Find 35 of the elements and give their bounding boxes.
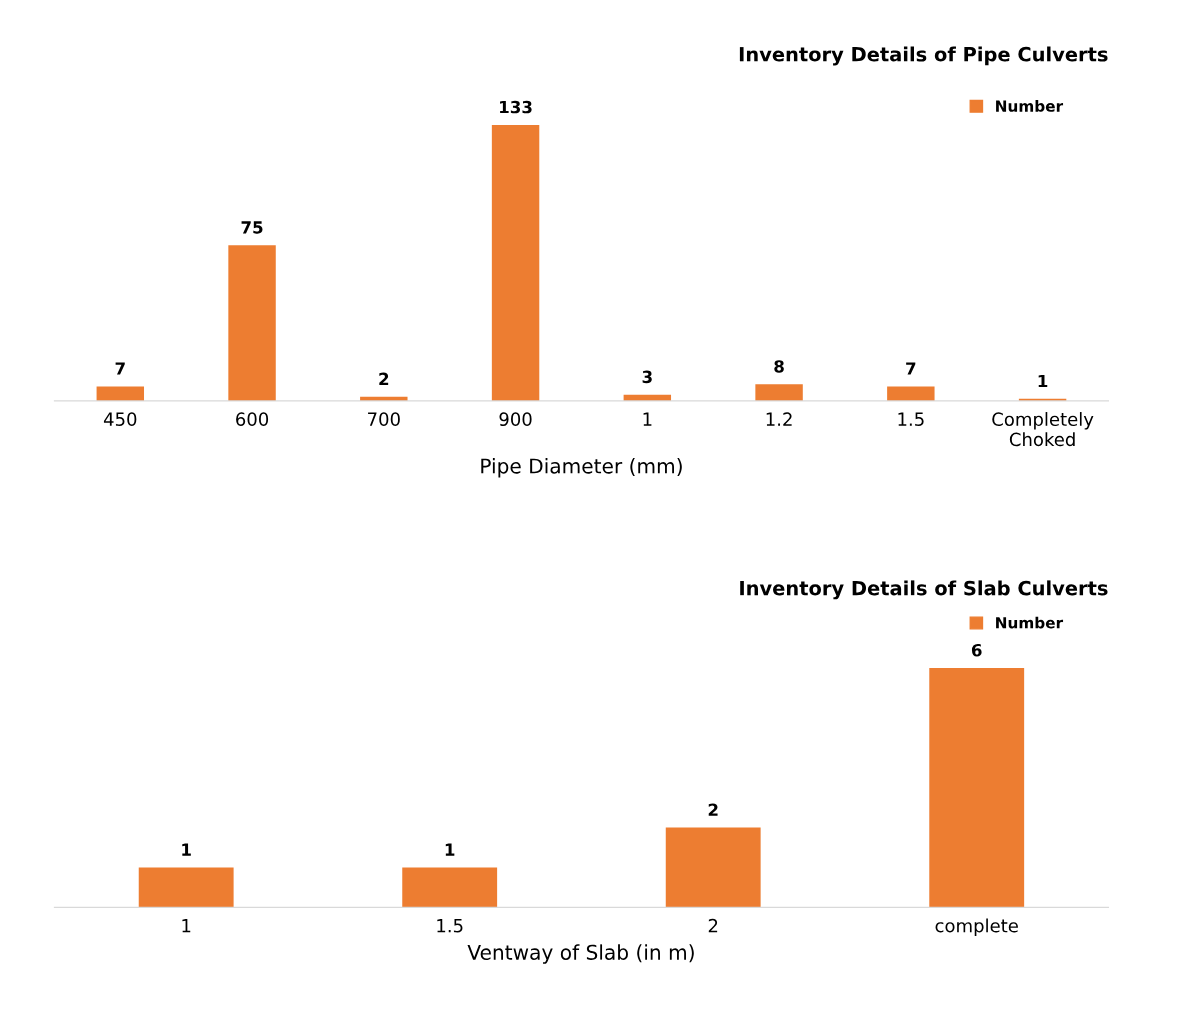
data-label: 2 (379, 372, 389, 385)
x-tick-label: 1.5 (898, 412, 924, 427)
x-tick-label: 1 (182, 919, 191, 933)
x-tick-label: 2 (708, 918, 718, 933)
x-axis-title: Ventway of Slab (in m) (467, 944, 694, 964)
data-label: 7 (115, 362, 125, 375)
data-label: 1 (182, 843, 191, 856)
legend-label: Number (996, 616, 1064, 629)
x-tick-label: 1 (643, 412, 652, 426)
data-label: 7 (906, 362, 916, 375)
x-tick-label: 450 (103, 412, 137, 427)
data-label: 2 (708, 803, 718, 816)
x-tick-label: 600 (236, 412, 269, 427)
x-tick-label: 1.5 (437, 919, 463, 933)
bar (96, 386, 145, 401)
x-tick-label: 900 (499, 412, 532, 427)
x-tick-label: Completely Choked (992, 412, 1094, 447)
chart-title: Inventory Details of Pipe Culverts (739, 46, 1108, 66)
chart-title: Inventory Details of Slab Culverts (740, 580, 1108, 600)
data-label: 133 (500, 100, 532, 114)
bar (887, 386, 935, 401)
data-label: 75 (241, 221, 263, 234)
data-label: 1 (445, 843, 455, 856)
legend-label: Number (996, 100, 1064, 112)
x-tick-label: 700 (368, 412, 400, 427)
data-label: 8 (774, 360, 784, 373)
x-tick-label: 1.2 (766, 412, 792, 426)
x-tick-label: complete (935, 918, 1018, 936)
x-axis-title: Pipe Diameter (mm) (481, 458, 682, 478)
bar (491, 124, 540, 401)
data-label: 3 (642, 370, 652, 384)
data-label: 6 (971, 643, 982, 657)
data-label: 1 (1038, 374, 1048, 388)
bar (755, 384, 803, 401)
bar (228, 245, 276, 401)
